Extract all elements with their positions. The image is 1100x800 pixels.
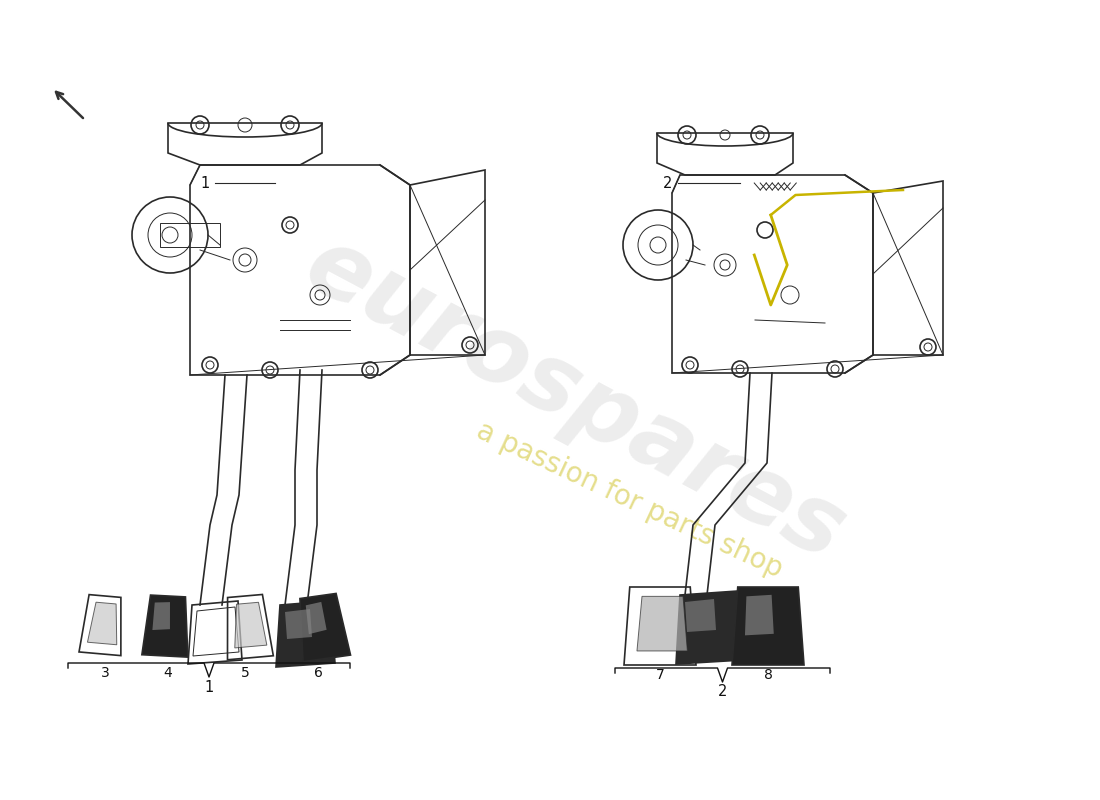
Polygon shape xyxy=(732,587,804,665)
Polygon shape xyxy=(234,602,267,648)
Text: 1: 1 xyxy=(205,679,213,694)
Text: 8: 8 xyxy=(763,668,772,682)
Polygon shape xyxy=(685,599,716,632)
Text: 5: 5 xyxy=(241,666,250,680)
Text: a passion for parts shop: a passion for parts shop xyxy=(472,417,788,583)
Polygon shape xyxy=(745,594,773,635)
Text: 1: 1 xyxy=(200,175,210,190)
Polygon shape xyxy=(637,596,688,651)
Polygon shape xyxy=(142,595,188,657)
Text: 3: 3 xyxy=(100,666,109,680)
Text: 6: 6 xyxy=(314,666,322,680)
Text: eurospares: eurospares xyxy=(289,219,860,581)
Text: 2: 2 xyxy=(718,685,727,699)
Text: 4: 4 xyxy=(164,666,173,680)
Polygon shape xyxy=(88,602,117,645)
Polygon shape xyxy=(306,602,327,634)
Polygon shape xyxy=(153,602,170,630)
Text: 2: 2 xyxy=(663,175,673,190)
Text: 7: 7 xyxy=(656,668,664,682)
Polygon shape xyxy=(300,594,351,662)
Polygon shape xyxy=(285,609,312,639)
Polygon shape xyxy=(676,591,742,664)
Polygon shape xyxy=(276,601,336,667)
